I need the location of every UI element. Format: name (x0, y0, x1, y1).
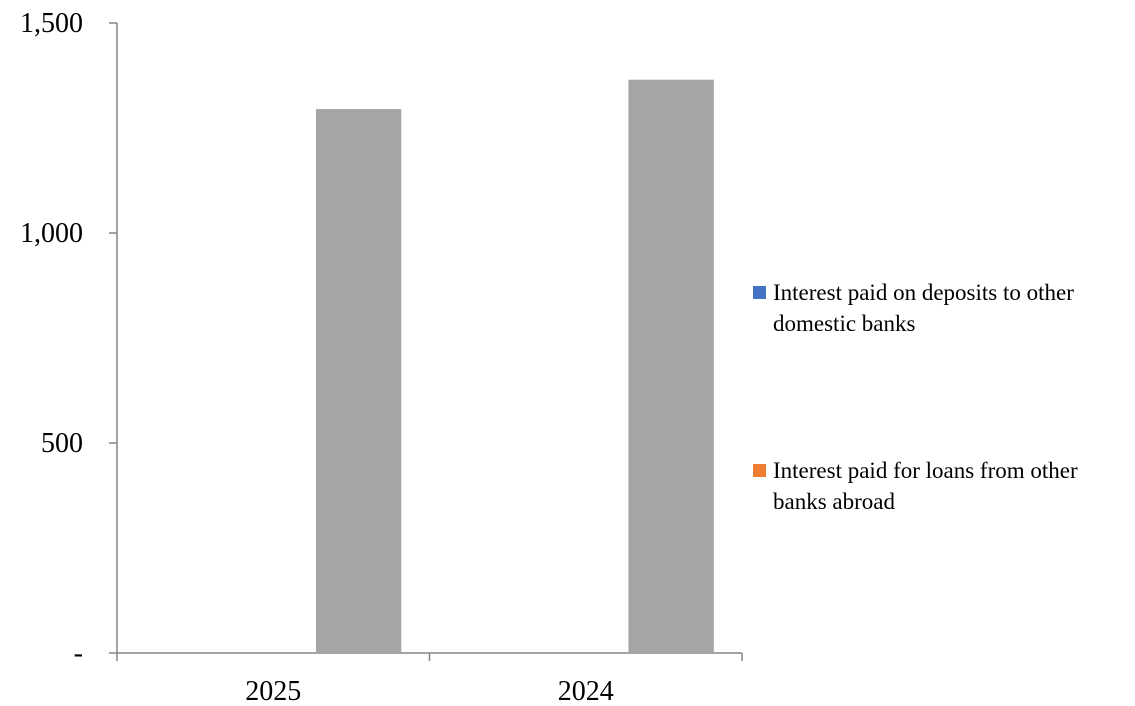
bar-2024-series-3 (628, 79, 714, 653)
y-tick-label: 500 (41, 428, 83, 459)
legend: Interest paid on deposits to other domest… (753, 280, 1078, 514)
x-tick-label: 2024 (558, 676, 614, 706)
y-tick-label: - (74, 638, 83, 669)
y-axis: - 500 1,000 1,500 (20, 8, 118, 669)
x-tick-label: 2025 (245, 676, 301, 706)
legend-swatch (753, 464, 766, 477)
legend-label: Interest paid on deposits to other (773, 280, 1074, 305)
y-tick-label: 1,500 (20, 8, 83, 39)
y-tick-label: 1,000 (20, 218, 83, 249)
legend-label: domestic banks (773, 311, 915, 336)
x-axis: 2025 2024 (116, 652, 743, 706)
bars (315, 79, 714, 654)
legend-swatch (753, 286, 766, 299)
bar-2025-series-3 (315, 109, 402, 654)
legend-label: banks abroad (773, 489, 895, 514)
legend-label: Interest paid for loans from other (773, 458, 1078, 483)
